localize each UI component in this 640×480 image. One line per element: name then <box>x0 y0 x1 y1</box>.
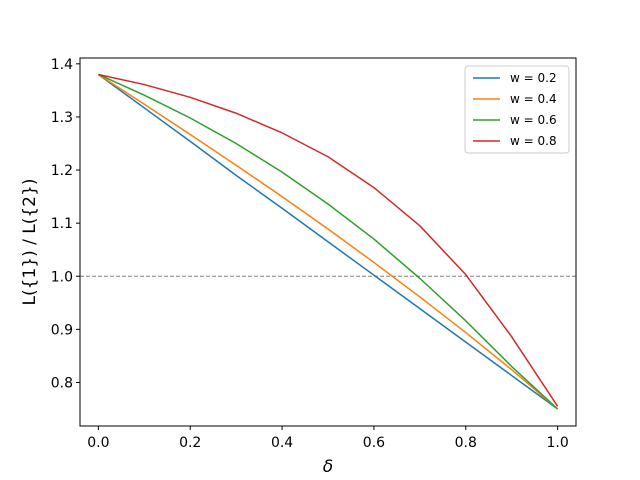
x-tick-label: 0.8 <box>455 435 477 451</box>
legend-label: w = 0.4 <box>510 92 557 106</box>
y-tick-label: 1.0 <box>51 269 73 285</box>
legend: w = 0.2 w = 0.4 w = 0.6 w = 0.8 <box>464 65 570 154</box>
x-axis: 0.0 0.2 0.4 0.6 0.8 1.0 <box>87 426 569 451</box>
legend-label: w = 0.8 <box>510 134 557 148</box>
legend-label: w = 0.2 <box>510 71 557 85</box>
x-tick-label: 0.2 <box>179 435 201 451</box>
y-tick-label: 1.4 <box>51 57 73 73</box>
y-tick-label: 1.2 <box>51 163 73 179</box>
series-line-0 <box>97 73 559 410</box>
y-tick-label: 0.9 <box>51 322 73 338</box>
legend-label: w = 0.6 <box>510 113 557 127</box>
x-tick-label: 1.0 <box>546 435 568 451</box>
x-axis-label: δ <box>323 457 333 477</box>
plot-content <box>80 73 576 410</box>
series-line-2 <box>98 73 559 410</box>
y-axis: 0.8 0.9 1.0 1.1 1.2 1.3 1.4 <box>51 57 80 391</box>
series-line-1 <box>97 73 559 410</box>
x-tick-label: 0.4 <box>271 435 293 451</box>
y-tick-label: 1.1 <box>51 216 73 232</box>
plot-frame <box>79 57 577 427</box>
x-tick-label: 0.6 <box>363 435 385 451</box>
legend-box <box>464 65 570 154</box>
series-line-3 <box>98 73 559 407</box>
y-tick-label: 1.3 <box>51 110 73 126</box>
x-tick-label: 0.0 <box>87 435 109 451</box>
y-tick-label: 0.8 <box>51 375 73 391</box>
y-axis-label: L({1}) / L({2}) <box>20 179 40 306</box>
